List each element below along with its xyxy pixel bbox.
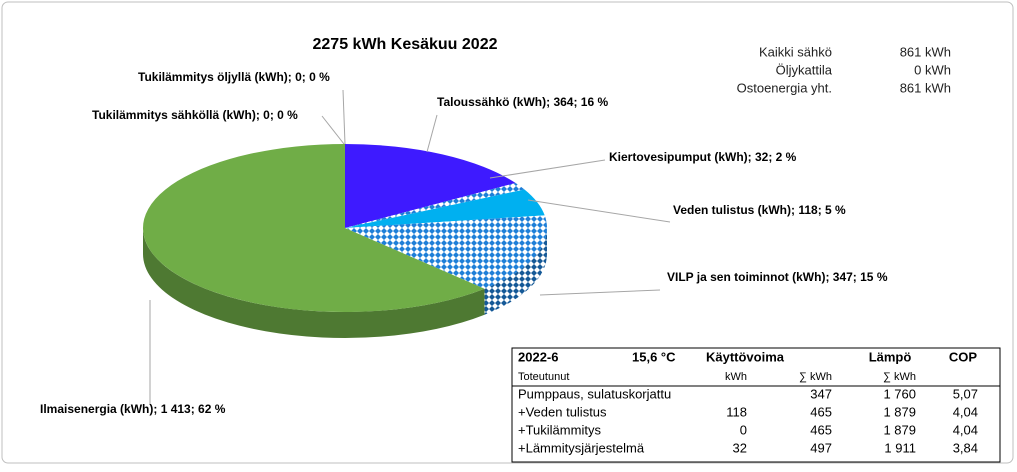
table-header: 15,6 °C	[632, 349, 676, 364]
table-subheader: ∑ kWh	[799, 371, 832, 383]
data-label: Tukilämmitys öljyllä (kWh); 0; 0 %	[138, 70, 330, 84]
data-label: Tukilämmitys sähköllä (kWh); 0; 0 %	[92, 108, 298, 122]
info-value: 861 kWh	[900, 44, 951, 59]
leader-line	[489, 159, 606, 179]
table-cell: 1 879	[883, 404, 916, 419]
table-header: Käyttövoima	[706, 349, 785, 364]
data-label: Kiertovesipumput (kWh); 32; 2 %	[609, 150, 797, 164]
table-cell: 0	[740, 422, 747, 437]
leader-line	[426, 114, 438, 153]
table-cell: 465	[810, 404, 832, 419]
table: 2022-6 15,6 °C Käyttövoima Lämpö COP Toteutun…	[518, 349, 978, 455]
table-cell: 5,07	[953, 386, 978, 401]
slice	[345, 144, 516, 228]
table-cell: +Veden tulistus	[518, 404, 607, 419]
table-header: 2022-6	[518, 349, 558, 364]
table-header: Lämpö	[869, 349, 912, 364]
table-cell: +Lämmitysjärjestelmä	[518, 440, 645, 455]
table-cell: 347	[810, 386, 832, 401]
leader-line	[539, 289, 661, 296]
table-cell: 3,84	[953, 440, 978, 455]
slice	[345, 215, 548, 289]
table-cell: 497	[810, 440, 832, 455]
slice-side	[143, 228, 485, 338]
data-label: Ilmaisenergia (kWh); 1 413; 62 %	[40, 402, 226, 416]
table-cell: 1 879	[883, 422, 916, 437]
table-subheader: ∑ kWh	[883, 371, 916, 383]
table-cell: 1 760	[883, 386, 916, 401]
leader-line	[342, 89, 346, 145]
slice	[345, 189, 545, 228]
leader-line	[527, 199, 671, 223]
table-header: COP	[949, 349, 978, 364]
info-label: Kaikki sähkö	[759, 44, 832, 59]
data-label: Veden tulistus (kWh); 118; 5 %	[673, 203, 846, 217]
leader-line	[321, 115, 345, 145]
info-label: Öljykattila	[776, 62, 833, 77]
pie: Taloussähkö (kWh); 364; 16 % Kiertovesipu…	[40, 70, 888, 416]
table-cell: 118	[726, 404, 747, 419]
slice-side	[484, 228, 547, 315]
data-label: VILP ja sen toiminnot (kWh); 347; 15 %	[667, 270, 888, 284]
slice	[142, 144, 485, 312]
table-cell: Pumppaus, sulatuskorjattu	[518, 386, 671, 401]
slice	[345, 183, 525, 228]
data-label: Taloussähkö (kWh); 364; 16 %	[437, 95, 608, 109]
info-box: Kaikki sähkö 861 kWh Öljykattila 0 kWh Ostoe…	[737, 44, 951, 95]
info-value: 0 kWh	[914, 62, 951, 77]
table-cell: 1 911	[884, 440, 916, 455]
table-cell: 4,04	[953, 422, 978, 437]
table-subheader: Toteutunut	[518, 371, 569, 383]
table-cell: 32	[733, 440, 747, 455]
table-cell: +Tukilämmitys	[518, 422, 601, 437]
chart-title: 2275 kWh Kesäkuu 2022	[313, 36, 498, 53]
table-subheader: kWh	[725, 371, 747, 383]
table-frame	[511, 347, 1001, 463]
table-cell: 4,04	[953, 404, 978, 419]
info-label: Ostoenergia yht.	[737, 80, 832, 95]
info-value: 861 kWh	[900, 80, 951, 95]
table-cell: 465	[810, 422, 832, 437]
